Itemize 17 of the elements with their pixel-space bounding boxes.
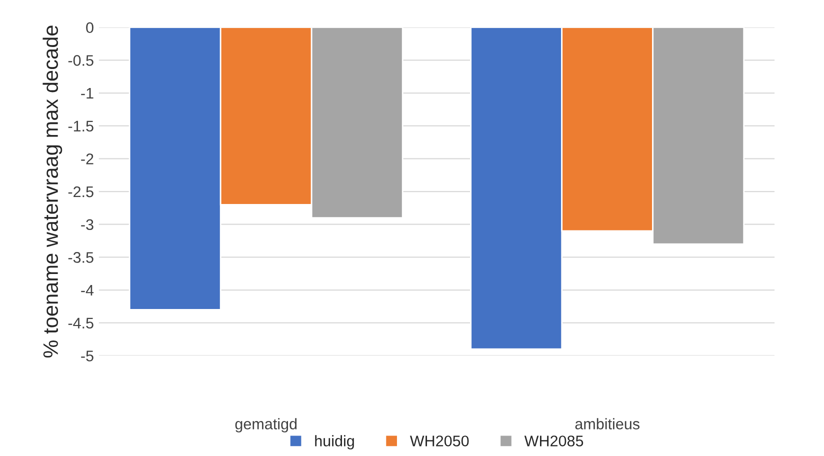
- y-tick-label: -3: [81, 219, 94, 230]
- y-tick-label: -1.5: [68, 120, 94, 132]
- y-tick-label: -3.5: [68, 252, 94, 263]
- y-tick-label: -5: [81, 350, 94, 362]
- y-tick-label: 0: [86, 22, 94, 34]
- legend-label: WH2050: [410, 436, 469, 446]
- legend-label: huidig: [315, 435, 354, 450]
- y-axis-title: % toename watervraag max decade: [42, 26, 62, 358]
- y-tick-label: -1: [81, 88, 94, 99]
- y-tick-label: -4.5: [68, 318, 94, 329]
- y-tick-label: -0.5: [68, 55, 94, 66]
- y-tick-label: -2: [81, 154, 94, 164]
- legend-label: WH2085: [524, 436, 584, 446]
- x-tick-label: ambitieus: [575, 418, 640, 430]
- y-tick-label: -2.5: [68, 186, 94, 198]
- y-tick-label: -4: [81, 285, 94, 296]
- x-tick-label: gematigd: [235, 418, 297, 432]
